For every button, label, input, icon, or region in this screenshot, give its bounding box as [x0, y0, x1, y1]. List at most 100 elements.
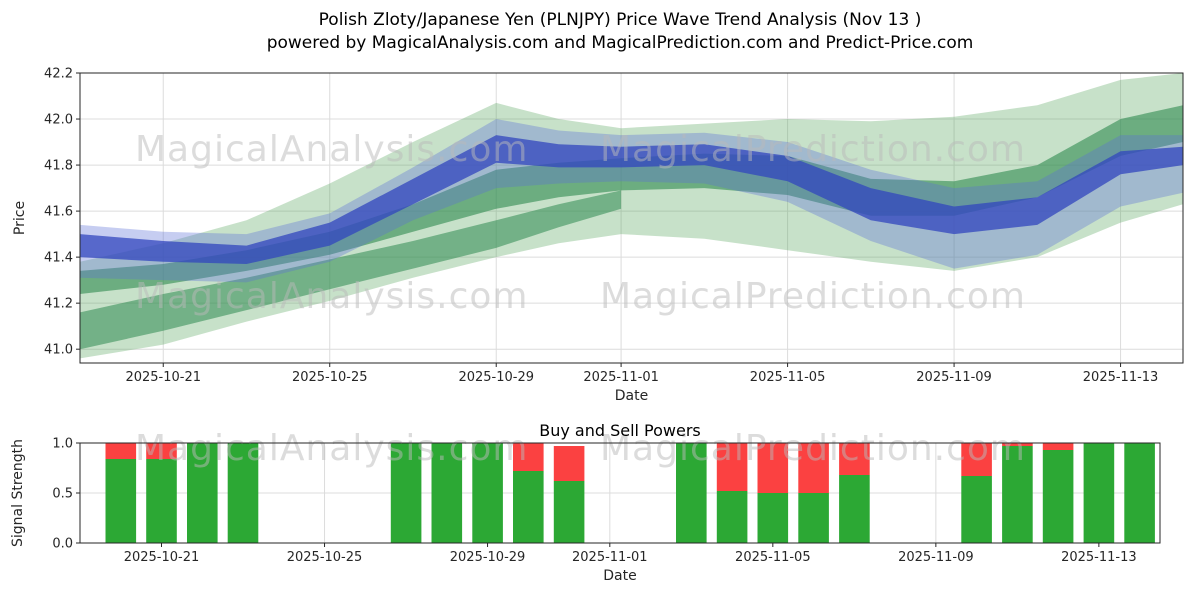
watermark-magicalprediction: MagicalPrediction.com [600, 276, 1026, 317]
watermark-magicalanalysis: MagicalAnalysis.com [135, 129, 528, 170]
y-tick-label: 0.0 [52, 537, 73, 552]
x-tick-label: 2025-11-09 [916, 370, 992, 385]
x-tick-label: 2025-10-21 [124, 550, 200, 565]
title-line-1: Polish Zloty/Japanese Yen (PLNJPY) Price… [318, 10, 922, 30]
bar-2025-10-29 [472, 443, 503, 543]
x-tick-label: 2025-10-29 [450, 550, 526, 565]
watermark-magicalprediction: MagicalPrediction.com [600, 129, 1026, 170]
bar-2025-11-10 [961, 443, 992, 543]
bar-2025-10-23 [227, 443, 259, 543]
y-tick-labels: 0.0 0.5 1.0 [52, 437, 73, 552]
y-tick-label: 42.0 [44, 113, 73, 128]
buy-bar [798, 493, 829, 543]
y-tick-label: 0.5 [52, 487, 73, 502]
plot-border [79, 72, 1184, 364]
sell-bar [757, 443, 789, 493]
bar-2025-10-30 [513, 443, 544, 543]
y-tick-label: 1.0 [52, 437, 73, 452]
bar-2025-10-21 [146, 443, 177, 543]
buy-bar [431, 443, 463, 543]
y-tick-label: 41.6 [44, 205, 73, 220]
sell-bar [1002, 443, 1033, 446]
y-axis-label: Signal Strength [10, 439, 26, 547]
band-blue-outer-envelope [80, 119, 1183, 283]
x-tick-label: 2025-11-05 [750, 370, 826, 385]
buy-bar [961, 476, 992, 543]
band-green-outer-envelope [80, 73, 1183, 359]
bar-2025-11-06 [798, 443, 829, 543]
x-tick-label: 2025-10-21 [125, 370, 201, 385]
buy-bar [513, 471, 544, 543]
signal-bars [105, 443, 1155, 543]
y-tick-label: 41.0 [44, 343, 73, 358]
bar-2025-11-11 [1002, 443, 1033, 543]
buy-bar [716, 491, 748, 543]
buy-bar [146, 459, 177, 543]
buy-sell-power-chart: MagicalAnalysis.com MagicalPrediction.com… [10, 421, 1161, 584]
x-tick-label: 2025-10-25 [292, 370, 368, 385]
y-tick-label: 41.2 [44, 297, 73, 312]
buy-bar [1002, 446, 1033, 543]
bar-2025-11-14 [1124, 443, 1155, 543]
bar-2025-10-20 [105, 443, 137, 543]
watermark-magicalprediction: MagicalPrediction.com [600, 428, 1026, 469]
sell-bar [716, 443, 748, 491]
bar-2025-11-03 [676, 443, 707, 543]
buy-bar [757, 493, 789, 543]
y-tick-label: 42.2 [44, 67, 73, 82]
bar-2025-10-22 [187, 443, 218, 543]
watermarks: MagicalAnalysis.com MagicalPrediction.com… [135, 129, 1026, 317]
bar-2025-11-12 [1042, 443, 1074, 543]
x-axis-label: Date [615, 388, 648, 403]
buy-bar [390, 443, 422, 543]
bar-2025-10-31 [553, 446, 585, 543]
buy-bar [1124, 443, 1155, 543]
buy-bar [676, 443, 707, 543]
band-green-lower-band [80, 190, 622, 350]
bar-2025-10-28 [431, 443, 463, 543]
y-tick-label: 41.8 [44, 159, 73, 174]
watermark-magicalanalysis: MagicalAnalysis.com [135, 428, 528, 469]
x-tick-label: 2025-10-29 [458, 370, 534, 385]
x-tick-label: 2025-11-01 [583, 370, 659, 385]
bar-2025-10-27 [390, 443, 422, 543]
buy-bar [472, 443, 503, 543]
title-line-2: powered by MagicalAnalysis.com and Magic… [266, 32, 974, 53]
buy-bar [839, 475, 870, 543]
x-tick-label: 2025-11-01 [572, 550, 648, 565]
sell-bar [961, 443, 992, 476]
bar-2025-11-13 [1083, 443, 1115, 543]
sell-bar [513, 443, 544, 471]
sell-bar [798, 443, 829, 493]
y-tick-label: 41.4 [44, 251, 73, 266]
buy-bar [187, 443, 218, 543]
x-tick-label: 2025-11-13 [1061, 550, 1137, 565]
bar-2025-11-04 [716, 443, 748, 543]
watermark-magicalanalysis: MagicalAnalysis.com [135, 276, 528, 317]
band-green-upper-band [80, 105, 1183, 294]
x-tick-label: 2025-11-13 [1083, 370, 1159, 385]
buy-bar [227, 443, 259, 543]
x-tick-labels: 2025-10-21 2025-10-25 2025-10-29 2025-11-01… [124, 550, 1137, 565]
wave-bands [80, 73, 1183, 359]
y-axis-label: Price [12, 201, 28, 235]
price-wave-chart: MagicalAnalysis.com MagicalPrediction.com… [12, 67, 1184, 403]
x-tick-label: 2025-11-09 [898, 550, 974, 565]
x-axis-label: Date [603, 568, 636, 584]
x-tick-label: 2025-11-05 [735, 550, 811, 565]
power-chart-title: Buy and Sell Powers [539, 421, 701, 440]
buy-bar [1083, 443, 1115, 543]
sell-bar [1042, 443, 1074, 450]
buy-bar [105, 459, 137, 543]
buy-bar [1042, 450, 1074, 543]
watermarks: MagicalAnalysis.com MagicalPrediction.com [135, 428, 1026, 469]
sell-bar [105, 443, 137, 459]
x-tick-label: 2025-10-25 [287, 550, 363, 565]
band-blue-core-band [80, 135, 1183, 264]
sell-bar [839, 443, 870, 475]
buy-bar [553, 481, 585, 543]
x-tick-labels: 2025-10-21 2025-10-25 2025-10-29 2025-11-01… [125, 370, 1158, 385]
y-tick-labels: 41.0 41.2 41.4 41.6 41.8 42.0 42.2 [44, 67, 73, 358]
sell-bar [146, 443, 177, 459]
